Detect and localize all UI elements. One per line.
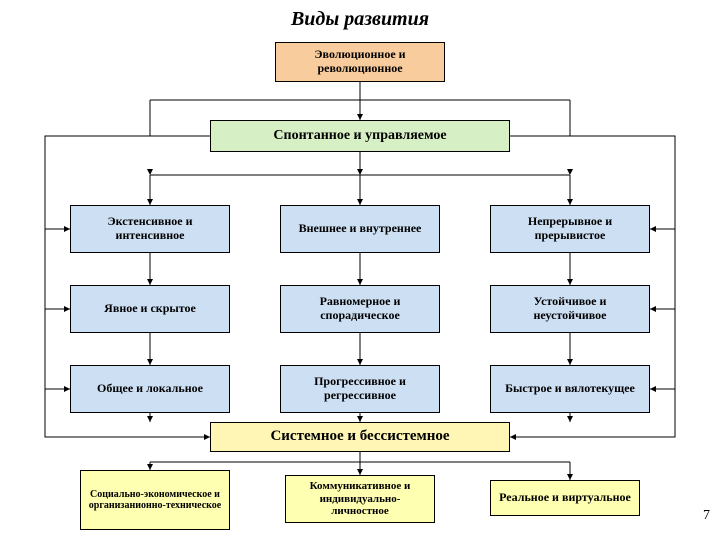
box-communicative: Коммуникативное и индивидуально-личностн… [285,475,435,523]
box-label: Коммуникативное и индивидуально-личностн… [292,480,428,518]
box-label: Социально-экономическое и организанионно… [87,489,223,512]
box-overt: Явное и скрытое [70,285,230,333]
box-spontaneous: Спонтанное и управляемое [210,120,510,152]
box-socioeconomic: Социально-экономическое и организанионно… [80,470,230,530]
diagram-title: Виды развития [0,8,720,31]
box-label: Общее и локальное [97,382,203,396]
box-real: Реальное и виртуальное [490,480,640,516]
box-label: Прогрессивное и регрессивное [287,375,433,403]
box-stable: Устойчивое и неустойчивое [490,285,650,333]
box-uniform: Равномерное и спорадическое [280,285,440,333]
box-label: Быстрое и вялотекущее [505,382,635,396]
box-general: Общее и локальное [70,365,230,413]
box-label: Реальное и виртуальное [499,491,631,505]
box-evolutionary: Эволюционное и революционное [275,42,445,82]
box-label: Экстенсивное и интенсивное [77,215,223,243]
box-fast: Быстрое и вялотекущее [490,365,650,413]
box-progressive: Прогрессивное и регрессивное [280,365,440,413]
box-external: Внешнее и внутреннее [280,205,440,253]
page-number: 7 [703,508,710,524]
box-label: Устойчивое и неустойчивое [497,295,643,323]
diagram-canvas: Виды развития Эволюционное и революционн… [0,0,720,540]
box-continuous: Непрерывное и прерывистое [490,205,650,253]
box-label: Непрерывное и прерывистое [497,215,643,243]
box-systemic: Системное и бессистемное [210,422,510,452]
box-label: Равномерное и спорадическое [287,295,433,323]
box-extensive: Экстенсивное и интенсивное [70,205,230,253]
box-label: Явное и скрытое [104,302,196,316]
box-label: Внешнее и внутреннее [299,222,422,236]
box-label: Спонтанное и управляемое [273,128,446,144]
box-label: Эволюционное и революционное [282,48,438,76]
box-label: Системное и бессистемное [270,428,449,445]
